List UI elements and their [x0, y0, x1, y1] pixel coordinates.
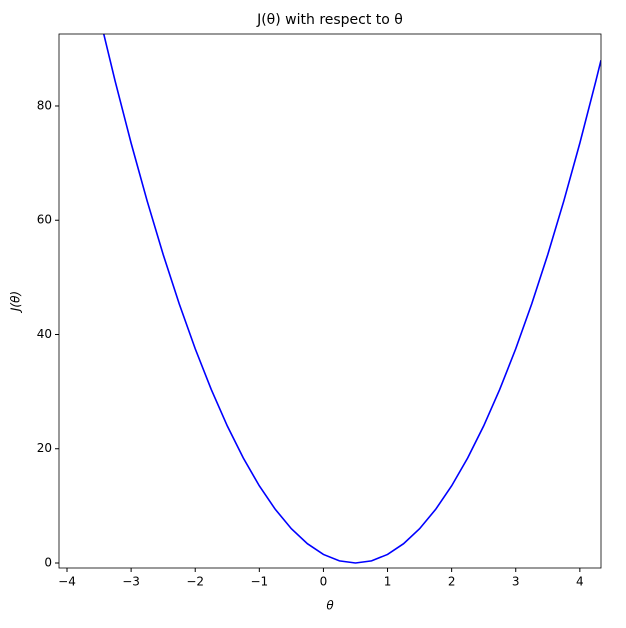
y-tick-label: 60	[37, 213, 52, 227]
line	[102, 34, 601, 564]
x-axis-label: θ	[326, 599, 334, 613]
x-tick-label: −3	[122, 575, 140, 589]
x-tick-label: 0	[320, 575, 328, 589]
x-tick-label: 2	[448, 575, 456, 589]
y-tick-label: 0	[44, 556, 52, 570]
chart-title: J(θ) with respect to θ	[256, 12, 403, 28]
x-tick-label: 3	[512, 575, 520, 589]
x-tick-label: −4	[58, 575, 76, 589]
plot-frame	[58, 33, 602, 569]
y-tick-label: 20	[37, 441, 52, 455]
y-tick-label: 80	[37, 98, 52, 112]
x-tick-label: −2	[186, 575, 204, 589]
x-tick-label: 4	[576, 575, 584, 589]
x-tick-label: −1	[250, 575, 268, 589]
y-tick-label: 40	[37, 327, 52, 341]
x-tick-label: 1	[384, 575, 392, 589]
y-axis-label: J(θ)	[9, 291, 23, 313]
